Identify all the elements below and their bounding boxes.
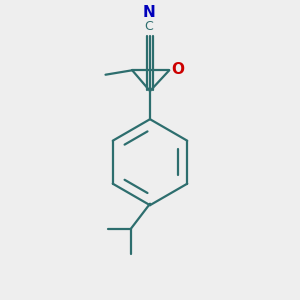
Text: C: C xyxy=(144,20,153,33)
Text: N: N xyxy=(142,5,155,20)
Text: O: O xyxy=(171,61,184,76)
